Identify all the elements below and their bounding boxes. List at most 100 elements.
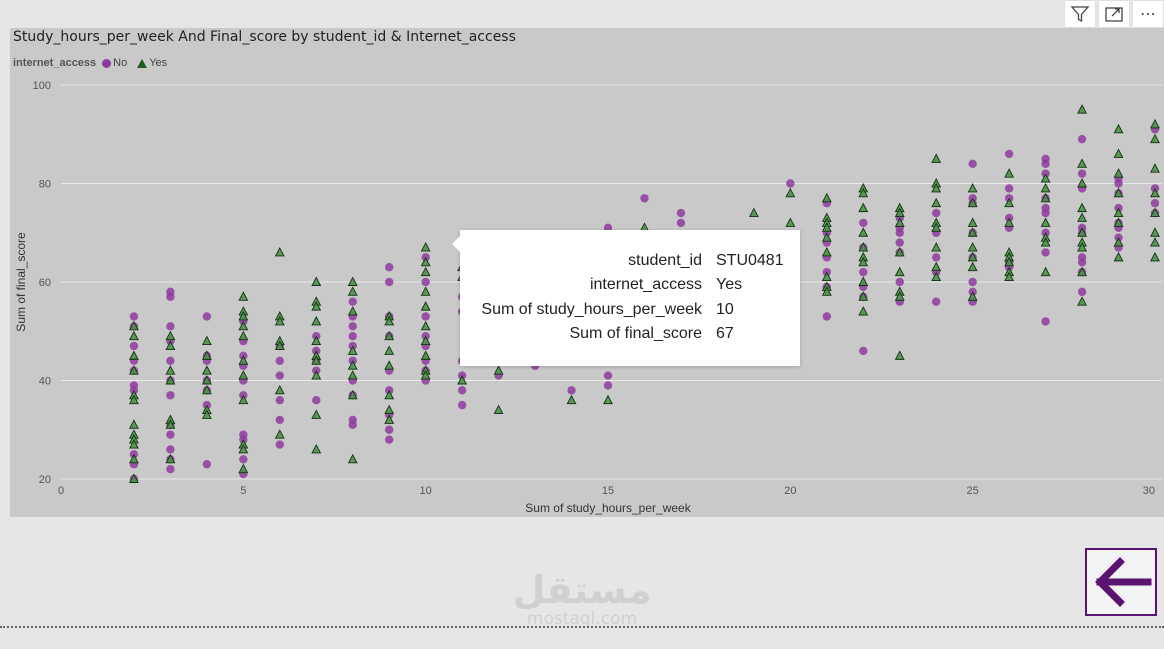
data-point-yes[interactable]	[967, 197, 978, 208]
data-point-no[interactable]	[129, 312, 139, 321]
data-point-yes[interactable]	[821, 232, 832, 242]
data-point-yes[interactable]	[967, 182, 978, 193]
data-point-yes[interactable]	[311, 301, 322, 311]
data-point-yes[interactable]	[821, 246, 832, 257]
data-point-yes[interactable]	[894, 246, 905, 257]
data-point-yes[interactable]	[1113, 251, 1124, 262]
data-point-no[interactable]	[275, 440, 284, 449]
data-point-yes[interactable]	[201, 350, 212, 360]
data-point-no[interactable]	[567, 386, 576, 395]
data-point-yes[interactable]	[603, 394, 613, 405]
data-point-yes[interactable]	[238, 320, 249, 331]
data-point-no[interactable]	[166, 292, 175, 301]
data-point-yes[interactable]	[165, 375, 176, 385]
legend-item-yes[interactable]: Yes	[137, 57, 167, 69]
data-point-yes[interactable]	[420, 335, 431, 346]
data-point-no[interactable]	[1004, 149, 1014, 159]
data-point-yes[interactable]	[311, 370, 322, 380]
data-point-yes[interactable]	[128, 350, 139, 360]
data-point-yes[interactable]	[821, 271, 832, 282]
data-point-no[interactable]	[859, 218, 868, 228]
data-point-yes[interactable]	[238, 370, 249, 380]
data-point-yes[interactable]	[384, 360, 395, 370]
data-point-yes[interactable]	[347, 360, 358, 370]
data-point-no[interactable]	[129, 341, 139, 351]
data-point-yes[interactable]	[201, 375, 212, 385]
filter-button[interactable]	[1064, 0, 1096, 28]
data-point-yes[interactable]	[821, 192, 832, 203]
data-point-yes[interactable]	[311, 276, 322, 286]
data-point-yes[interactable]	[821, 222, 832, 232]
data-point-yes[interactable]	[967, 217, 978, 227]
data-point-yes[interactable]	[384, 414, 395, 424]
data-point-no[interactable]	[676, 208, 686, 218]
data-point-yes[interactable]	[128, 419, 139, 429]
data-point-yes[interactable]	[566, 394, 577, 405]
data-point-yes[interactable]	[1040, 266, 1051, 277]
data-point-yes[interactable]	[128, 394, 139, 405]
data-point-yes[interactable]	[128, 330, 139, 341]
data-point-yes[interactable]	[420, 266, 431, 277]
data-point-yes[interactable]	[1113, 237, 1124, 247]
data-point-no[interactable]	[895, 228, 904, 237]
data-point-no[interactable]	[932, 297, 941, 306]
data-point-yes[interactable]	[748, 207, 759, 218]
data-point-yes[interactable]	[894, 350, 905, 360]
data-point-yes[interactable]	[165, 365, 176, 375]
data-point-no[interactable]	[1041, 159, 1050, 168]
data-point-yes[interactable]	[238, 394, 249, 405]
data-point-yes[interactable]	[1113, 148, 1124, 158]
data-point-yes[interactable]	[201, 335, 212, 346]
data-point-no[interactable]	[385, 425, 394, 434]
data-point-no[interactable]	[1041, 317, 1050, 326]
data-point-yes[interactable]	[858, 227, 869, 237]
data-point-yes[interactable]	[894, 217, 905, 227]
data-point-yes[interactable]	[1077, 266, 1088, 277]
data-point-yes[interactable]	[420, 370, 431, 380]
data-point-yes[interactable]	[347, 453, 358, 464]
data-point-no[interactable]	[1150, 199, 1160, 208]
data-point-yes[interactable]	[384, 330, 395, 341]
data-point-yes[interactable]	[165, 340, 176, 350]
data-point-yes[interactable]	[128, 439, 139, 449]
data-point-yes[interactable]	[1040, 237, 1051, 247]
data-point-no[interactable]	[166, 445, 175, 454]
data-point-no[interactable]	[1077, 169, 1087, 178]
data-point-yes[interactable]	[274, 246, 285, 257]
data-point-yes[interactable]	[384, 404, 395, 414]
data-point-yes[interactable]	[931, 261, 942, 272]
back-button[interactable]	[1085, 548, 1157, 616]
data-point-yes[interactable]	[858, 276, 869, 286]
data-point-no[interactable]	[166, 322, 175, 331]
data-point-yes[interactable]	[1040, 192, 1051, 203]
data-point-no[interactable]	[457, 400, 467, 410]
data-point-yes[interactable]	[493, 365, 504, 375]
data-point-yes[interactable]	[858, 306, 869, 316]
data-point-yes[interactable]	[311, 335, 322, 346]
data-point-yes[interactable]	[420, 256, 431, 267]
data-point-yes[interactable]	[420, 286, 431, 296]
data-point-yes[interactable]	[238, 463, 249, 474]
data-point-yes[interactable]	[274, 340, 285, 350]
data-point-yes[interactable]	[1077, 104, 1088, 114]
data-point-yes[interactable]	[274, 384, 285, 395]
data-point-yes[interactable]	[347, 345, 358, 355]
data-point-yes[interactable]	[967, 242, 978, 252]
data-point-yes[interactable]	[165, 453, 176, 464]
data-point-no[interactable]	[1077, 134, 1087, 144]
data-point-yes[interactable]	[785, 217, 796, 227]
data-point-yes[interactable]	[311, 315, 322, 326]
data-point-yes[interactable]	[1150, 251, 1160, 262]
data-point-no[interactable]	[859, 267, 868, 277]
data-point-yes[interactable]	[894, 291, 905, 301]
data-point-no[interactable]	[968, 277, 977, 287]
data-point-yes[interactable]	[967, 251, 978, 262]
data-point-no[interactable]	[421, 277, 430, 287]
data-point-yes[interactable]	[201, 409, 212, 419]
data-point-no[interactable]	[348, 322, 357, 331]
data-point-yes[interactable]	[165, 419, 176, 429]
data-point-no[interactable]	[603, 223, 613, 233]
data-point-no[interactable]	[348, 331, 357, 341]
data-point-yes[interactable]	[1077, 202, 1088, 213]
data-point-yes[interactable]	[1113, 123, 1124, 134]
